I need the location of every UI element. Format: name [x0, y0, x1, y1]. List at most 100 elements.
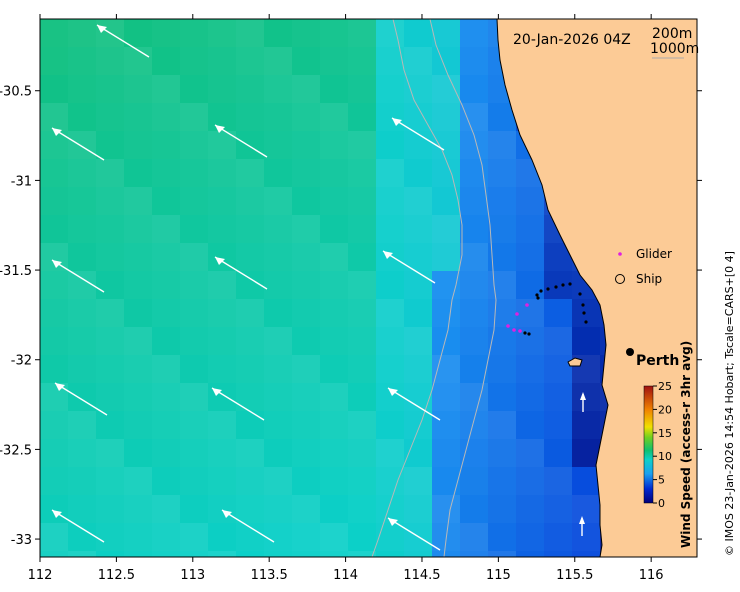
wind-cell — [488, 411, 516, 439]
wind-cell — [348, 187, 376, 215]
wind-cell — [236, 131, 264, 159]
wind-cell — [460, 103, 488, 131]
colorbar-tick-label: 25 — [658, 380, 672, 393]
wind-cell — [68, 103, 96, 131]
wind-arrow — [580, 392, 586, 412]
wind-cell — [488, 327, 516, 355]
ship-point — [554, 285, 558, 289]
wind-cell — [236, 551, 264, 557]
wind-cell — [460, 327, 488, 355]
wind-cell — [180, 355, 208, 383]
wind-cell — [236, 47, 264, 75]
wind-cell — [152, 327, 180, 355]
wind-cell — [152, 215, 180, 243]
wind-cell — [432, 215, 460, 243]
wind-cell — [544, 495, 572, 523]
ship-point — [578, 292, 582, 296]
wind-cell — [40, 75, 68, 103]
wind-cell — [264, 467, 292, 495]
wind-cell — [516, 439, 544, 467]
wind-cell — [460, 551, 488, 557]
wind-arrow — [214, 124, 268, 158]
x-tick-label: 115.5 — [556, 568, 593, 583]
wind-cell — [152, 439, 180, 467]
wind-cell — [432, 271, 460, 299]
wind-cell — [124, 243, 152, 271]
wind-cell — [264, 131, 292, 159]
wind-cell — [236, 243, 264, 271]
wind-cell — [152, 243, 180, 271]
glider-legend-label: Glider — [636, 247, 672, 261]
x-tick-label: 113 — [180, 568, 205, 583]
contour-200m — [371, 19, 463, 557]
wind-cell — [348, 439, 376, 467]
wind-cell — [320, 131, 348, 159]
wind-cell — [432, 327, 460, 355]
wind-cell — [208, 411, 236, 439]
wind-cell — [152, 495, 180, 523]
wind-cell — [320, 187, 348, 215]
wind-cell — [320, 439, 348, 467]
wind-cell — [460, 495, 488, 523]
wind-cell — [544, 271, 572, 299]
wind-cell — [236, 299, 264, 327]
wind-cell — [404, 271, 432, 299]
wind-arrow — [387, 517, 441, 551]
wind-cell — [264, 243, 292, 271]
wind-arrow — [579, 516, 585, 536]
wind-cell — [432, 187, 460, 215]
wind-cell — [376, 439, 404, 467]
wind-cell — [236, 383, 264, 411]
wind-cell — [460, 299, 488, 327]
wind-cell — [572, 327, 600, 355]
y-tick-label: -32.5 — [0, 443, 32, 458]
wind-cell — [180, 467, 208, 495]
wind-cell — [376, 551, 404, 557]
wind-cell — [68, 75, 96, 103]
wind-cell — [40, 47, 68, 75]
wind-cell — [544, 439, 572, 467]
wind-cell — [180, 439, 208, 467]
wind-cell — [516, 187, 544, 215]
ship-point — [523, 331, 527, 335]
wind-cell — [376, 131, 404, 159]
plot-frame — [39, 18, 698, 558]
wind-cell — [460, 355, 488, 383]
wind-cell — [544, 327, 572, 355]
ship-point — [535, 293, 539, 297]
wind-cell — [40, 439, 68, 467]
ship-point — [568, 282, 572, 286]
wind-cell — [460, 523, 488, 551]
wind-cell — [460, 215, 488, 243]
wind-cell — [572, 411, 600, 439]
wind-cell — [124, 47, 152, 75]
wind-cell — [124, 299, 152, 327]
wind-cell — [460, 75, 488, 103]
wind-cell — [516, 243, 544, 271]
wind-cell — [348, 355, 376, 383]
wind-cell — [460, 19, 488, 47]
wind-cell — [348, 159, 376, 187]
wind-arrow — [51, 509, 105, 543]
y-tick-label: -30.5 — [0, 85, 32, 100]
wind-arrow — [96, 24, 150, 58]
wind-cell — [96, 439, 124, 467]
wind-cell — [320, 523, 348, 551]
wind-cell — [124, 383, 152, 411]
wind-cell — [152, 47, 180, 75]
wind-cell — [516, 551, 544, 557]
wind-cell — [68, 299, 96, 327]
wind-cell — [292, 439, 320, 467]
wind-cell — [348, 19, 376, 47]
wind-cell — [320, 467, 348, 495]
wind-cell — [320, 411, 348, 439]
wind-cell — [404, 411, 432, 439]
wind-cell — [516, 411, 544, 439]
wind-cell — [124, 355, 152, 383]
wind-cell — [124, 75, 152, 103]
contour-1000m — [429, 19, 497, 557]
wind-cell — [208, 551, 236, 557]
wind-cell — [404, 19, 432, 47]
perth-marker — [626, 348, 634, 356]
wind-cell — [516, 523, 544, 551]
